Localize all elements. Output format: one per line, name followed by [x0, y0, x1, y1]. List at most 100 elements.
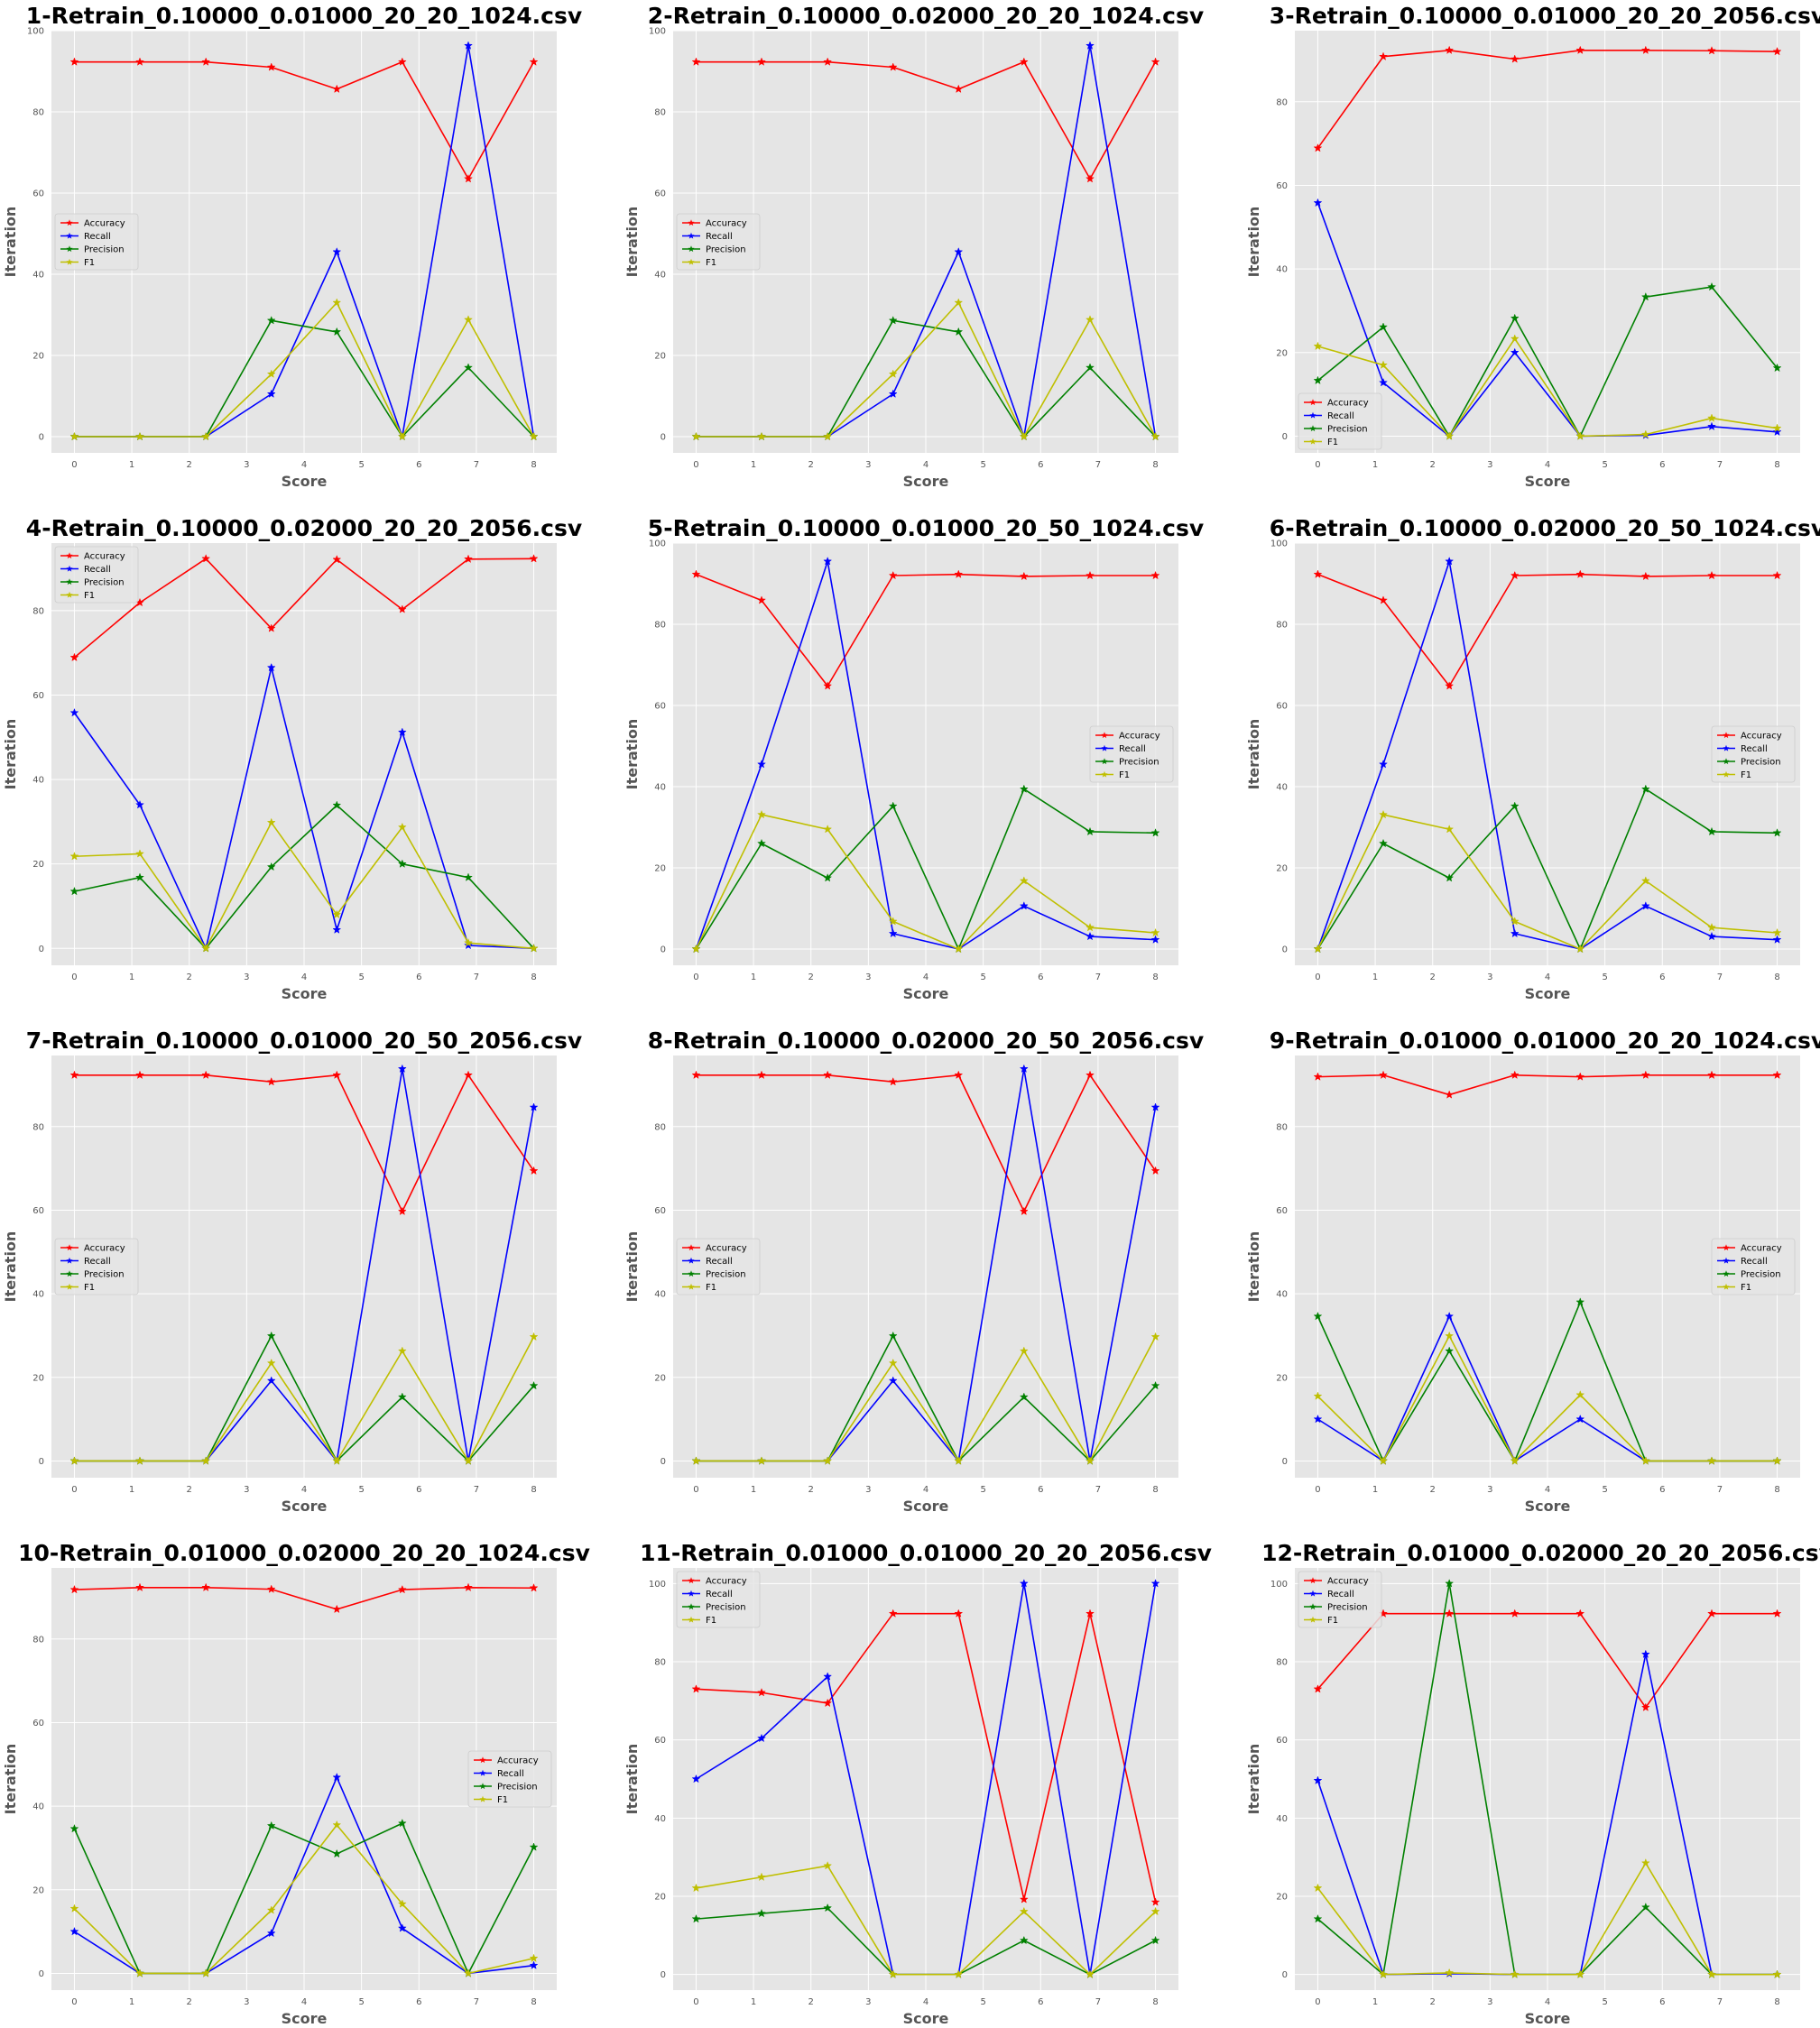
series-line-f1 — [74, 822, 534, 950]
legend-marker — [1309, 1603, 1316, 1610]
data-point-f1 — [135, 1456, 144, 1465]
x-tick-label: 6 — [416, 1485, 421, 1495]
legend-marker — [1309, 1590, 1316, 1597]
series-line-f1 — [696, 1865, 1157, 1976]
x-tick-label: 8 — [1152, 973, 1158, 982]
data-point-recall — [757, 760, 766, 769]
data-point-accuracy — [1313, 1072, 1323, 1081]
x-tick-label: 1 — [1372, 973, 1378, 982]
legend-marker — [688, 1577, 695, 1584]
data-point-precision — [1640, 291, 1650, 301]
y-axis-label: Iteration — [624, 719, 641, 790]
data-point-f1 — [1019, 431, 1029, 441]
legend-label: Accuracy — [706, 1577, 747, 1587]
x-tick-label: 3 — [244, 1485, 249, 1495]
data-point-precision — [332, 800, 342, 809]
chart-panel-7: 0 1 2 3 4 5 6 7 80204060807-Retrain_0.10000_0.01… — [2, 1028, 582, 1515]
legend-box — [676, 1571, 761, 1628]
data-point-accuracy — [1150, 1166, 1160, 1175]
y-tick-label: 0 — [39, 1457, 44, 1467]
series-accuracy — [1313, 569, 1782, 690]
data-point-f1 — [1510, 917, 1520, 926]
chart-title: 4-Retrain_0.10000_0.02000_20_20_2056.csv — [26, 515, 582, 541]
data-point-recall — [1510, 928, 1520, 938]
data-point-f1 — [1086, 1456, 1095, 1465]
x-tick-label: 5 — [980, 1997, 985, 2007]
y-tick-label: 40 — [1276, 1814, 1288, 1824]
x-tick-label: 7 — [1717, 1997, 1723, 2007]
data-point-recall — [1019, 1064, 1029, 1074]
legend-marker — [1309, 425, 1316, 432]
x-tick-label: 4 — [923, 1997, 928, 2007]
x-tick-label: 5 — [358, 973, 364, 982]
legend-label: Accuracy — [1741, 732, 1782, 742]
x-tick-label: 0 — [1315, 973, 1320, 982]
series-line-f1 — [696, 1336, 1157, 1462]
series-line-accuracy — [1317, 573, 1778, 687]
y-tick-label: 0 — [39, 945, 44, 954]
y-axis-label: Iteration — [2, 719, 19, 790]
legend-box — [1298, 392, 1382, 450]
data-point-f1 — [266, 1358, 276, 1368]
data-point-precision — [397, 859, 407, 868]
x-tick-label: 1 — [129, 1485, 134, 1495]
y-tick-label: 60 — [654, 1736, 666, 1746]
data-point-recall — [757, 1733, 766, 1743]
data-point-f1 — [1019, 1906, 1029, 1916]
data-point-recall — [1445, 557, 1455, 566]
x-axis-label: Score — [903, 985, 949, 1002]
legend-marker — [688, 258, 695, 265]
y-tick-label: 0 — [1282, 432, 1288, 442]
data-point-recall — [332, 1772, 342, 1782]
data-point-recall — [266, 1376, 276, 1385]
x-tick-label: 8 — [531, 973, 536, 982]
y-tick-label: 0 — [661, 1970, 666, 1980]
legend-label: F1 — [84, 591, 95, 601]
x-tick-label: 4 — [1545, 1997, 1550, 2007]
data-point-precision — [1019, 784, 1029, 793]
legend-marker — [688, 1257, 695, 1264]
data-point-accuracy — [69, 652, 79, 662]
data-point-accuracy — [397, 1584, 407, 1594]
data-point-precision — [266, 316, 276, 325]
x-tick-label: 3 — [244, 460, 249, 470]
legend-label: Recall — [84, 565, 111, 575]
data-point-precision — [397, 1392, 407, 1401]
x-axis-label: Score — [903, 473, 949, 490]
y-tick-label: 100 — [649, 27, 666, 37]
series-accuracy — [691, 57, 1160, 183]
data-point-accuracy — [69, 1584, 79, 1594]
data-point-accuracy — [201, 1582, 211, 1591]
data-point-recall — [397, 1064, 407, 1074]
y-tick-label: 40 — [32, 776, 44, 786]
x-tick-label: 8 — [1774, 1485, 1779, 1495]
series-line-f1 — [1316, 814, 1778, 950]
x-tick-label: 6 — [416, 973, 421, 982]
x-tick-label: 0 — [71, 460, 77, 470]
data-point-precision — [1313, 1913, 1323, 1923]
series-line-precision — [1316, 286, 1778, 438]
x-tick-label: 3 — [244, 1997, 249, 2007]
x-tick-label: 1 — [751, 973, 756, 982]
data-point-accuracy — [266, 1076, 276, 1086]
data-point-precision — [1086, 363, 1095, 372]
chart-title: 8-Retrain_0.10000_0.02000_20_50_2056.csv — [648, 1028, 1204, 1054]
series-line-accuracy — [73, 558, 534, 659]
data-point-f1 — [135, 1968, 144, 1977]
y-axis-label: Iteration — [1245, 1744, 1262, 1815]
data-point-accuracy — [1379, 51, 1388, 60]
series-f1 — [691, 1332, 1160, 1465]
legend-label: Accuracy — [706, 219, 747, 229]
data-point-f1 — [757, 431, 766, 441]
data-point-accuracy — [954, 84, 964, 94]
x-tick-label: 7 — [1717, 1485, 1723, 1495]
data-point-accuracy — [757, 1688, 766, 1697]
data-point-precision — [1019, 1935, 1029, 1945]
data-point-f1 — [266, 1905, 276, 1914]
data-point-accuracy — [888, 570, 898, 580]
data-point-accuracy — [1772, 570, 1782, 580]
y-tick-label: 20 — [654, 1373, 666, 1383]
chart-title: 12-Retrain_0.01000_0.02000_20_20_2056.cs… — [1261, 1540, 1820, 1566]
x-tick-label: 7 — [474, 1485, 479, 1495]
series-line-accuracy — [696, 573, 1156, 687]
